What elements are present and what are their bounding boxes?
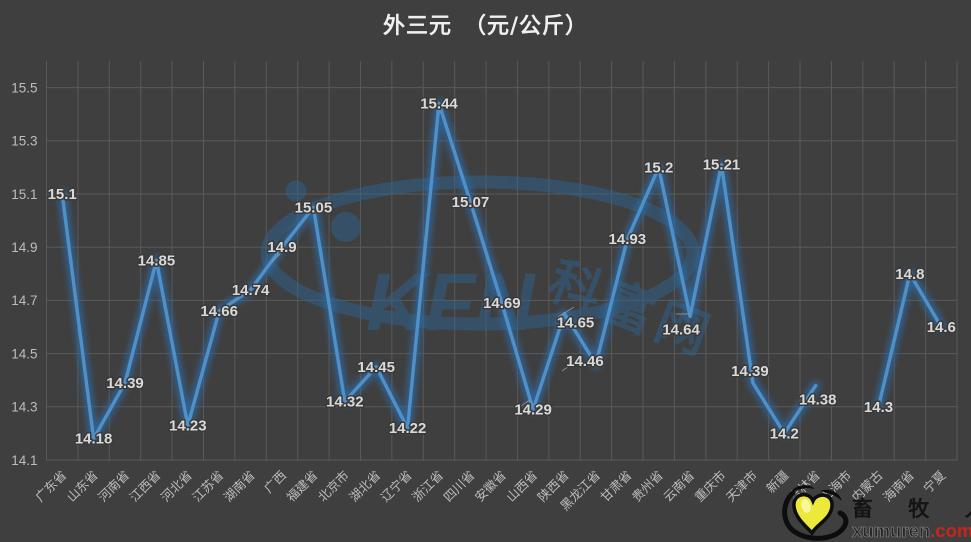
y-axis-tick-label: 14.5 [11, 346, 37, 361]
x-axis-category-label: 湖北省 [346, 468, 383, 505]
label-leader-mark [557, 306, 575, 318]
data-label: 15.2 [644, 159, 673, 176]
data-label: 14.23 [169, 417, 207, 434]
price-line-glow [873, 269, 947, 412]
logo-domain-text: xumuren.com [852, 520, 971, 541]
leaf-top-left [791, 485, 815, 493]
data-label: 14.29 [514, 402, 552, 419]
chart-title: 外三元 （元/公斤） [382, 13, 589, 39]
x-axis-category-label: 福建省 [283, 468, 320, 505]
x-axis-category-label: 广西 [262, 468, 290, 496]
leaf-top-right [820, 489, 842, 501]
y-axis-tick-label: 14.3 [11, 400, 37, 415]
y-axis-tick-label: 14.7 [11, 293, 37, 308]
data-label: 14.85 [138, 253, 176, 270]
watermark-dot-large [331, 212, 361, 242]
heart-shape [792, 493, 834, 537]
logo-domain-tld: .com [930, 520, 971, 541]
price-line-series [57, 98, 947, 444]
data-label: 14.3 [864, 399, 893, 416]
watermark-dot-small [285, 180, 307, 202]
x-axis-category-label: 山东省 [64, 468, 100, 504]
x-axis-category-label: 天津市 [723, 468, 760, 505]
data-label: 14.66 [200, 303, 238, 320]
data-label: 15.44 [420, 96, 458, 113]
data-label: 14.45 [357, 359, 395, 376]
x-axis-category-label: 四川省 [441, 468, 477, 504]
x-axis-category-label: 江苏省 [189, 468, 226, 505]
logo-brand-text: 畜 牧 人 [852, 497, 971, 521]
data-label: 15.05 [295, 199, 333, 216]
label-leader-mark [561, 361, 576, 372]
data-label: 14.64 [662, 321, 700, 338]
data-label: 14.2 [770, 425, 799, 442]
data-label: 14.8 [895, 266, 924, 283]
price-line [60, 101, 818, 441]
data-label: 14.32 [326, 394, 364, 411]
data-label: 14.46 [566, 353, 604, 370]
heart-swirl-icon [782, 485, 849, 541]
y-axis-tick-label: 15.3 [11, 134, 37, 149]
x-axis-category-label: 甘肃省 [598, 468, 634, 504]
label-leader-mark [271, 248, 286, 263]
logo-domain-main: xumuren [852, 520, 930, 541]
xumuren-logo: 畜 牧 人 xumuren.com [782, 485, 971, 541]
data-labels: 15.1 14.18 14.39 14.85 14.23 14.66 14.74 14.9 15… [46, 94, 957, 449]
x-axis-category-label: 山西省 [504, 468, 540, 504]
x-axis-category-label: 北京市 [315, 468, 352, 505]
data-label: 14.93 [609, 231, 647, 248]
data-label: 14.69 [483, 295, 521, 312]
data-label: 14.22 [389, 420, 427, 437]
data-label: 15.21 [703, 157, 741, 174]
y-axis-tick-label: 14.9 [11, 240, 37, 255]
x-axis-category-label: 安徽省 [472, 468, 509, 505]
x-axis-category-label: 湖南省 [221, 468, 258, 505]
data-label: 14.9 [267, 239, 296, 256]
y-axis-tick-label: 14.1 [11, 453, 37, 468]
leader-marks [271, 248, 690, 410]
data-label: 15.1 [48, 186, 77, 203]
x-axis-category-label: 广东省 [33, 468, 69, 504]
y-axis: 14.1 14.3 14.5 14.7 14.9 15.1 15.3 15.5 [11, 80, 37, 467]
heart-highlight [801, 499, 811, 513]
data-label: 15.07 [452, 194, 490, 211]
x-axis-category-label: 江西省 [127, 468, 163, 504]
y-axis-tick-label: 15.1 [11, 187, 37, 202]
x-axis-category-label: 重庆市 [692, 468, 729, 505]
x-axis-category-label: 辽宁省 [378, 468, 415, 505]
data-label: 14.38 [799, 392, 837, 409]
watermark-ellipse [260, 175, 700, 331]
swirl-stroke [782, 490, 849, 541]
data-label: 14.18 [75, 431, 113, 448]
label-leader-mark [515, 399, 531, 410]
x-axis-category-label: 云南省 [660, 468, 697, 505]
x-axis-category-label: 贵州省 [629, 468, 665, 504]
data-label: 14.39 [106, 375, 144, 392]
data-label: 14.74 [232, 282, 270, 299]
data-label: 14.39 [731, 363, 769, 380]
data-label: 14.65 [557, 315, 595, 332]
x-axis-category-label: 河北省 [158, 468, 194, 504]
price-line [876, 272, 943, 409]
x-axis-category-label: 浙江省 [409, 468, 446, 505]
y-axis-tick-label: 15.5 [11, 80, 37, 95]
x-axis-category-label: 河南省 [95, 468, 132, 505]
data-label: 14.6 [927, 319, 956, 336]
